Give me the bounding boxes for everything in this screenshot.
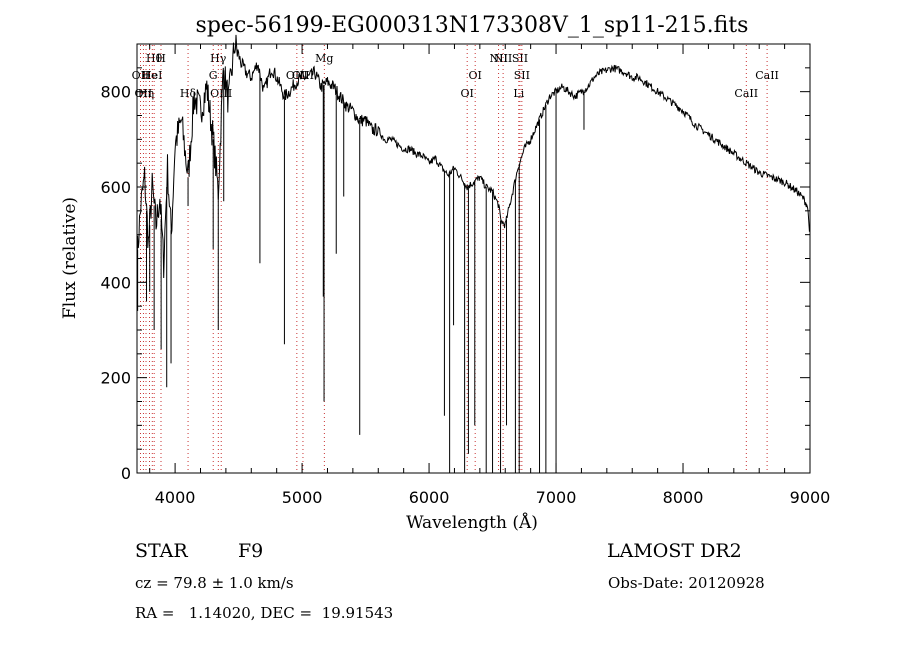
x-axis-label: Wavelength (Å) bbox=[406, 512, 538, 533]
y-tick-label: 800 bbox=[100, 83, 131, 102]
line-label: HeI bbox=[142, 69, 162, 82]
line-label: Hγ bbox=[210, 52, 227, 65]
y-tick-label: 600 bbox=[100, 178, 131, 197]
y-tick-label: 400 bbox=[100, 273, 131, 292]
coordinates-readout: RA = 1.14020, DEC = 19.91543 bbox=[135, 604, 394, 622]
absorption-lines bbox=[137, 70, 585, 473]
line-label: CaII bbox=[755, 69, 779, 82]
line-label: OII bbox=[132, 69, 150, 82]
x-tick-label: 7000 bbox=[536, 488, 577, 507]
line-label: Mg bbox=[315, 52, 333, 65]
plot-frame bbox=[136, 43, 811, 474]
x-tick-label: 6000 bbox=[409, 488, 450, 507]
axis-ticks bbox=[137, 44, 811, 474]
line-label: SII bbox=[514, 69, 530, 82]
line-label: He bbox=[141, 69, 157, 82]
redshift-readout: cz = 79.8 ± 1.0 km/s bbox=[135, 574, 294, 592]
x-tick-label: 9000 bbox=[790, 488, 831, 507]
line-label: H bbox=[156, 52, 166, 65]
survey-name: LAMOST DR2 bbox=[607, 540, 742, 562]
object-subclass: F9 bbox=[238, 540, 264, 562]
line-label: OI bbox=[468, 69, 481, 82]
line-label: SII bbox=[512, 52, 528, 65]
object-class: STAR bbox=[135, 540, 188, 562]
spectrum-series bbox=[136, 34, 810, 279]
x-tick-label: 8000 bbox=[663, 488, 704, 507]
y-axis-label: Flux (relative) bbox=[60, 197, 80, 319]
x-tick-label: 4000 bbox=[155, 488, 196, 507]
line-label: Hθ bbox=[146, 52, 163, 65]
y-tick-label: 0 bbox=[121, 464, 131, 483]
y-tick-label: 200 bbox=[100, 369, 131, 388]
axis-tick-labels: 4000 5000 6000 7000 8000 9000 0 200 400 600 800 bbox=[100, 83, 830, 507]
obs-date-readout: Obs-Date: 20120928 bbox=[608, 574, 765, 592]
x-tick-label: 5000 bbox=[282, 488, 323, 507]
chart-title: spec-56199-EG000313N173308V_1_sp11-215.f… bbox=[196, 13, 749, 38]
line-label: G bbox=[209, 69, 218, 82]
